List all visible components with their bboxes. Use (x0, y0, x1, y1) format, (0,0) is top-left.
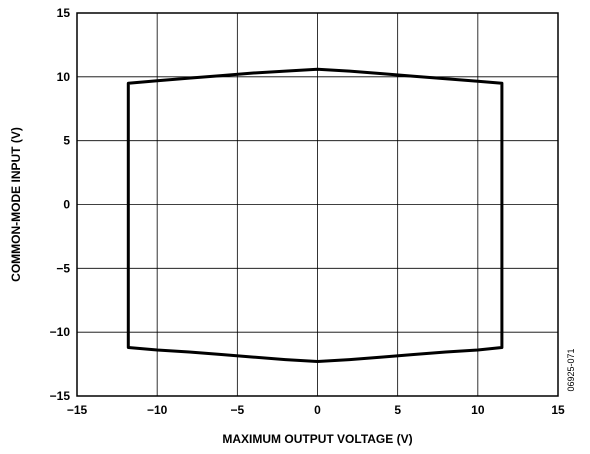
y-tick-label: 10 (57, 70, 71, 84)
figure-id: 06925-071 (566, 348, 576, 391)
x-tick-label: 0 (314, 403, 321, 417)
grid (77, 13, 558, 396)
y-tick-label: −5 (56, 261, 70, 275)
y-tick-label: −10 (50, 325, 71, 339)
x-tick-label: 5 (394, 403, 401, 417)
x-tick-label: 15 (551, 403, 565, 417)
tick-labels: −15 −10 −5 0 5 10 15 −15 −10 −5 0 5 10 15 (50, 6, 565, 417)
y-axis-title: COMMON-MODE INPUT (V) (9, 127, 23, 282)
x-tick-label: 10 (471, 403, 485, 417)
y-tick-label: −15 (50, 389, 71, 403)
plot-frame (76, 12, 559, 397)
y-tick-label: 15 (57, 6, 71, 20)
y-tick-label: 5 (63, 134, 70, 148)
x-axis-title: MAXIMUM OUTPUT VOLTAGE (V) (222, 432, 412, 446)
y-tick-label: 0 (63, 198, 70, 212)
series-line (126, 67, 504, 363)
x-tick-label: −15 (67, 403, 88, 417)
curves (126, 67, 504, 363)
x-tick-label: −5 (230, 403, 244, 417)
x-tick-label: −10 (147, 403, 168, 417)
